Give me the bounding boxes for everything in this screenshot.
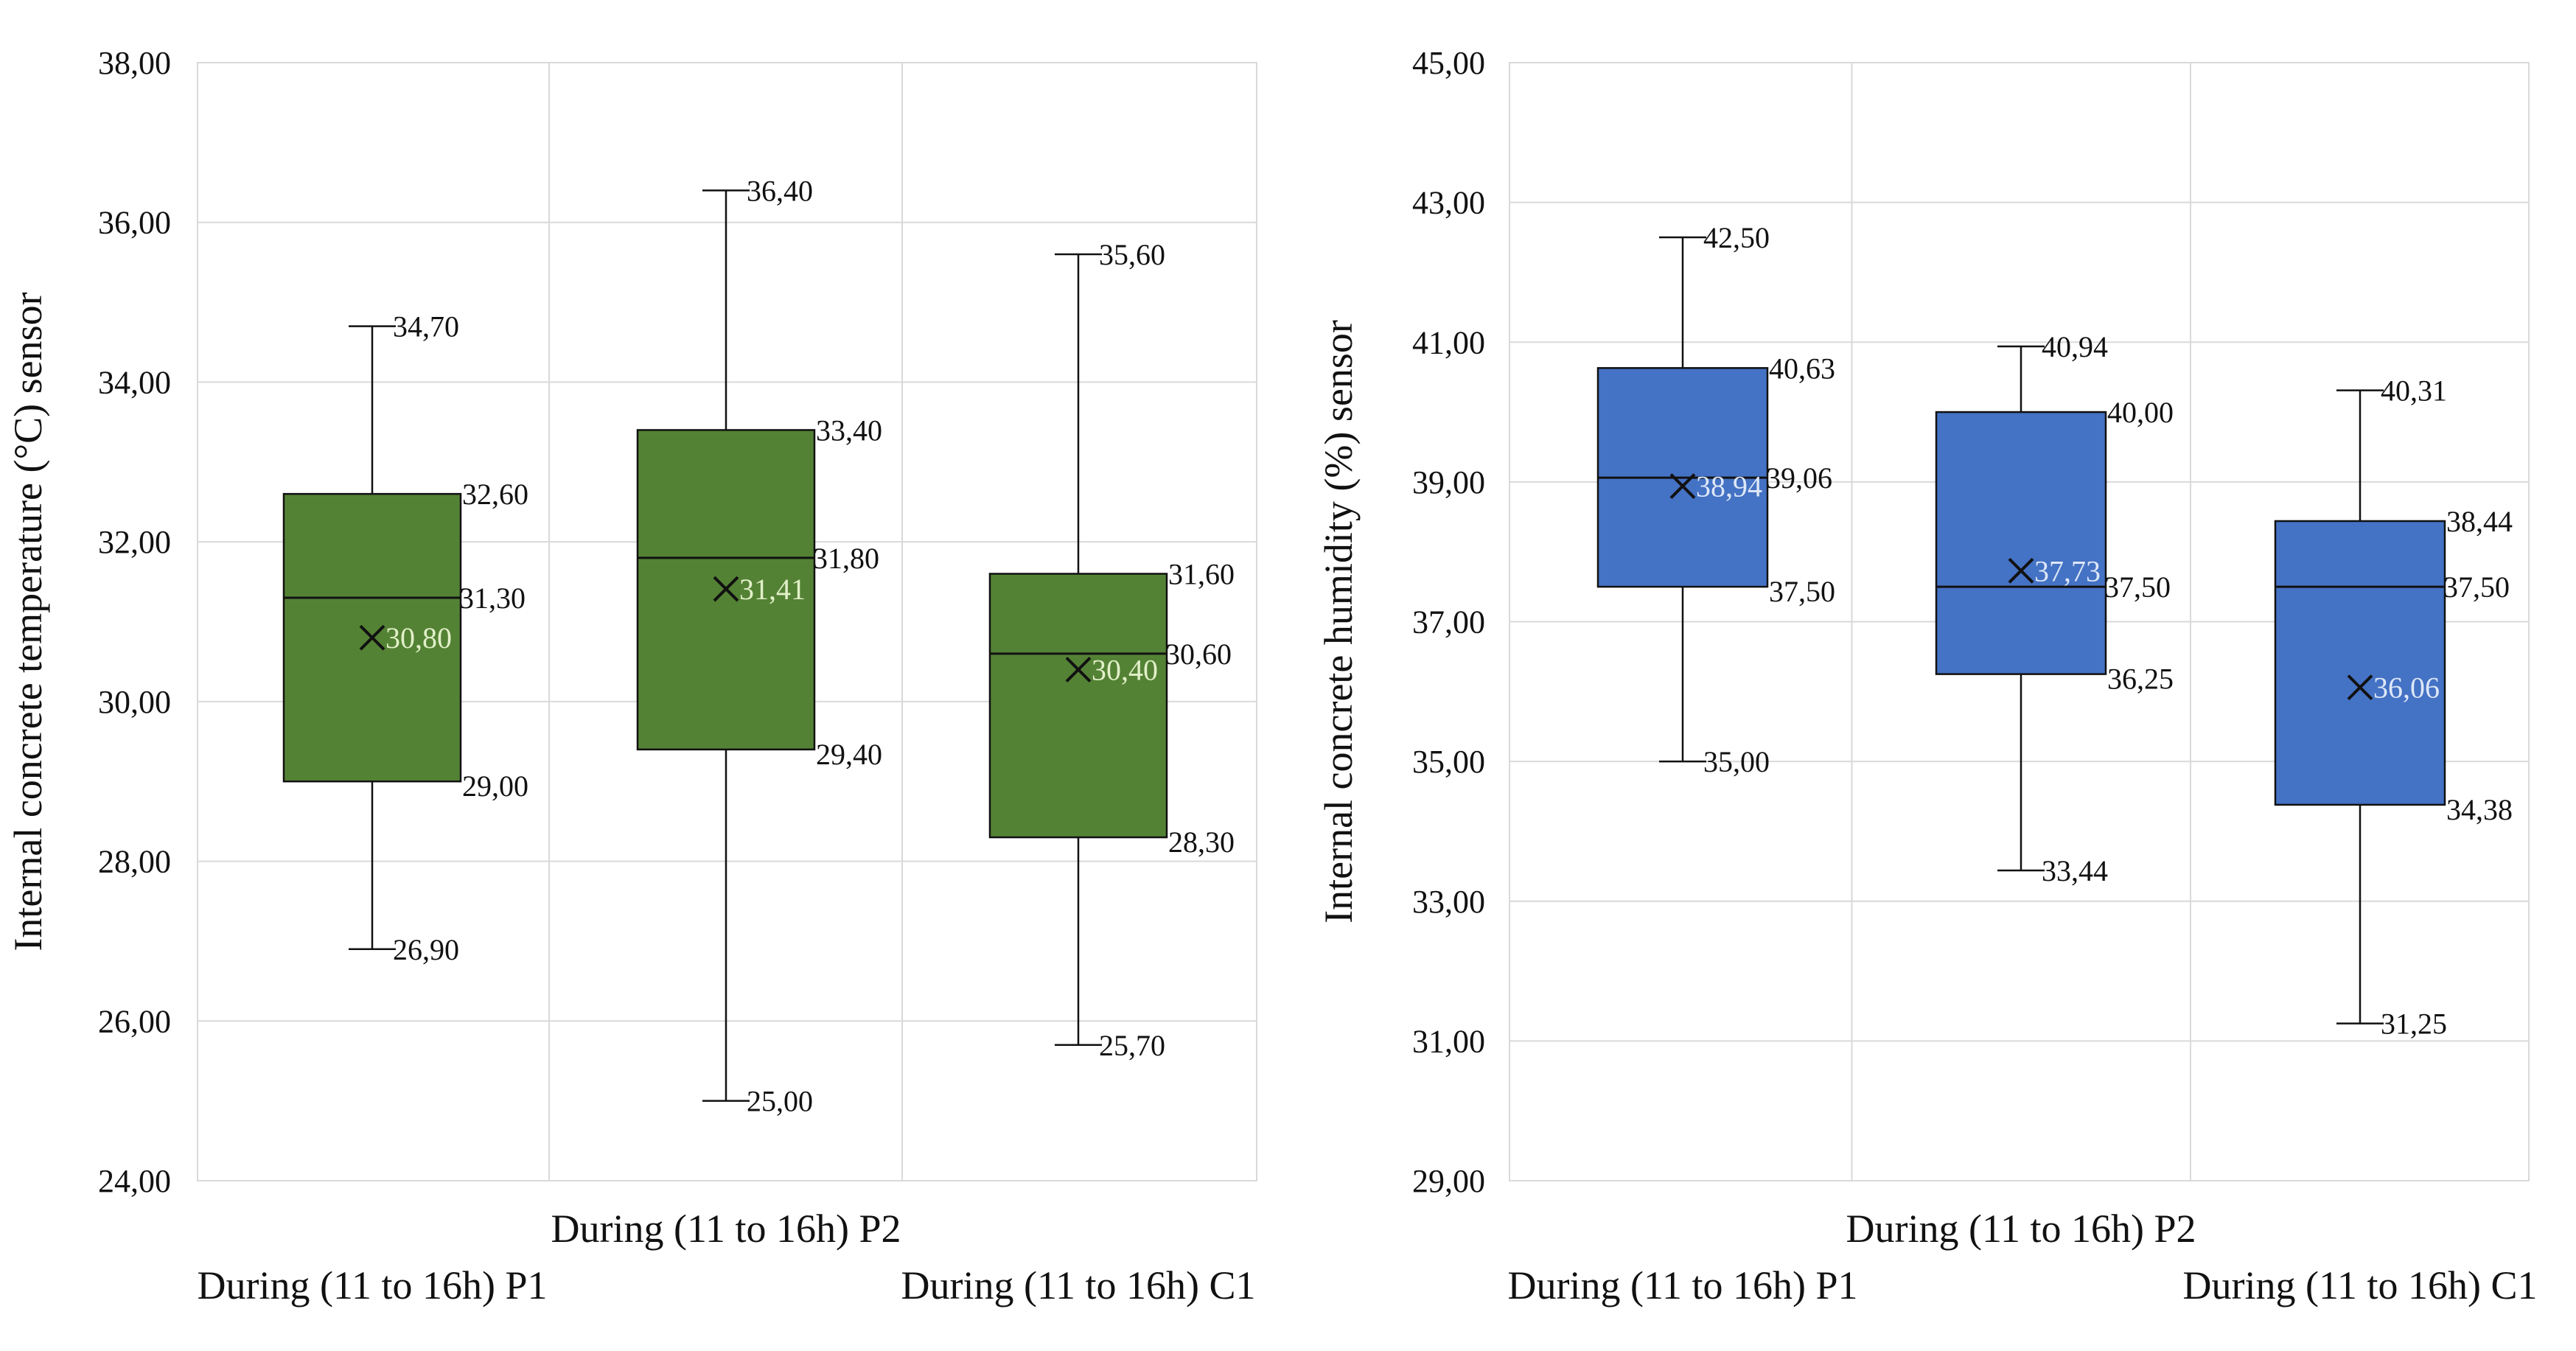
category-label: During (11 to 16h) P1 (198, 1263, 548, 1308)
max-label: 42,50 (1703, 221, 1770, 254)
mean-marker (1669, 473, 1696, 499)
mean-label: 31,41 (739, 573, 806, 606)
y-tick-label: 32,00 (98, 524, 171, 560)
min-label: 26,90 (393, 933, 459, 966)
mean-marker (713, 576, 739, 602)
q1-label: 29,00 (462, 769, 528, 803)
y-tick-label: 37,00 (1412, 604, 1485, 640)
mean-label: 37,73 (2034, 554, 2101, 587)
category-label: During (11 to 16h) P2 (1846, 1207, 2196, 1251)
max-label: 40,31 (2381, 374, 2447, 408)
category-label: During (11 to 16h) C1 (2183, 1263, 2538, 1308)
interquartile-box (2274, 520, 2446, 806)
min-label: 31,25 (2381, 1008, 2447, 1041)
category-label: During (11 to 16h) C1 (901, 1263, 1256, 1308)
mean-label: 38,94 (1696, 470, 1762, 503)
q3-label: 31,60 (1168, 557, 1235, 590)
min-label: 35,00 (1703, 745, 1770, 778)
y-tick-label: 26,00 (98, 1003, 171, 1039)
y-tick-label: 28,00 (98, 844, 171, 880)
max-label: 35,60 (1099, 238, 1165, 271)
median-label: 37,50 (2443, 570, 2510, 604)
y-tick-label: 45,00 (1412, 45, 1485, 81)
y-tick-label: 29,00 (1412, 1163, 1485, 1199)
q1-label: 28,30 (1168, 825, 1235, 859)
humidity-box-plot: 29,00 31,00 33,00 35,00 37,00 39,00 41,00 43,00… (1316, 45, 2537, 1308)
q3-label: 32,60 (462, 478, 528, 511)
box-3: 40,31 31,25 38,44 34,38 37,50 36,06 (2274, 374, 2513, 1041)
q1-label: 34,38 (2446, 793, 2513, 826)
y-tick-label: 31,00 (1412, 1023, 1485, 1059)
y-tick-label: 38,00 (98, 45, 171, 81)
mean-marker (1065, 657, 1092, 683)
y-tick-label: 30,00 (98, 684, 171, 720)
mean-label: 36,06 (2373, 671, 2440, 705)
q3-label: 38,44 (2446, 505, 2513, 538)
y-tick-label: 41,00 (1412, 324, 1485, 360)
min-label: 25,70 (1099, 1029, 1165, 1062)
y-tick-label: 36,00 (98, 205, 171, 241)
y-axis-label: Internal concrete temperature (°C) senso… (6, 292, 50, 951)
median-label: 31,30 (459, 582, 526, 615)
temperature-box-plot: 24,00 26,00 28,00 30,00 32,00 34,00 36,00 38,00… (6, 45, 1257, 1308)
y-tick-label: 24,00 (98, 1163, 171, 1199)
plot-area (197, 62, 1257, 1181)
max-label: 36,40 (747, 174, 813, 207)
q3-label: 40,00 (2107, 396, 2174, 429)
min-label: 25,00 (747, 1085, 813, 1118)
median-label: 37,50 (2104, 570, 2171, 604)
mean-label: 30,40 (1092, 654, 1158, 687)
q1-label: 37,50 (1769, 575, 1835, 608)
max-label: 34,70 (393, 310, 459, 343)
category-label: During (11 to 16h) P1 (1508, 1263, 1858, 1308)
min-label: 33,44 (2042, 854, 2108, 887)
y-tick-label: 39,00 (1412, 464, 1485, 500)
q3-label: 40,63 (1769, 352, 1835, 385)
max-label: 40,94 (2042, 330, 2108, 363)
q1-label: 29,40 (816, 738, 882, 771)
mean-marker (359, 624, 385, 651)
q1-label: 36,25 (2107, 663, 2174, 696)
category-label: During (11 to 16h) P2 (551, 1207, 901, 1251)
q3-label: 33,40 (816, 413, 882, 447)
mean-marker (2347, 674, 2373, 701)
median-label: 30,60 (1165, 638, 1232, 671)
median-label: 31,80 (813, 542, 879, 575)
y-tick-label: 34,00 (98, 364, 171, 400)
interquartile-box (988, 573, 1168, 839)
y-tick-label: 35,00 (1412, 744, 1485, 780)
median-label: 39,06 (1766, 461, 1832, 495)
interquartile-box (1935, 411, 2107, 675)
y-tick-label: 43,00 (1412, 185, 1485, 221)
y-tick-label: 33,00 (1412, 884, 1485, 920)
mean-label: 30,80 (385, 621, 452, 654)
mean-marker (2008, 557, 2034, 584)
y-axis-label: Internal concrete humidity (%) sensor (1316, 320, 1361, 924)
